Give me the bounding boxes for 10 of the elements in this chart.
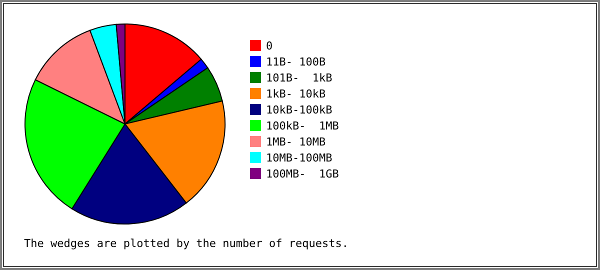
legend-label: 1kB- 10kB xyxy=(266,88,326,100)
legend-label: 10kB-100kB xyxy=(266,104,333,116)
text: The wedges are plotted by the number of requests. xyxy=(24,237,349,250)
legend-label: 101B- 1kB xyxy=(266,72,333,84)
legend-label: 100MB- 1GB xyxy=(266,168,340,180)
legend-label: 0 xyxy=(266,40,273,52)
legend-label: 1MB- 10MB xyxy=(266,136,326,148)
legend-label: 11B- 100B xyxy=(266,56,326,68)
legend-label: 10MB-100MB xyxy=(266,152,333,164)
legend-label: 100kB- 1MB xyxy=(266,120,340,132)
